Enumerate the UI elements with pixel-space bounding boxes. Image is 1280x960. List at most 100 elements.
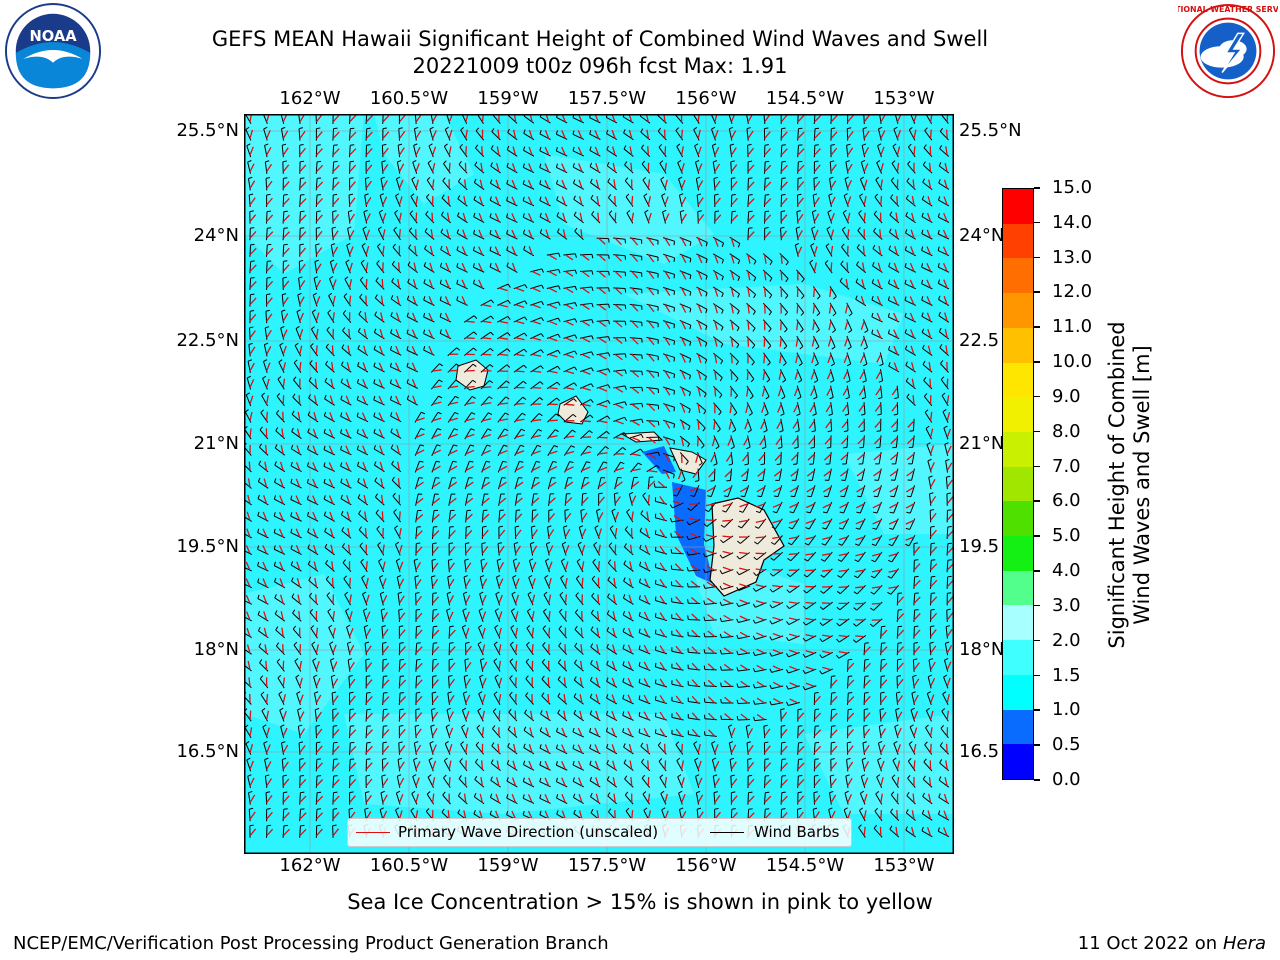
wind-barb bbox=[796, 211, 799, 224]
wave-direction-arrow bbox=[598, 337, 607, 344]
wave-direction-arrow bbox=[266, 197, 273, 206]
wave-direction-arrow bbox=[548, 513, 556, 521]
wave-direction-arrow bbox=[722, 566, 732, 571]
wind-barb-flag bbox=[589, 146, 592, 151]
wave-direction-arrow bbox=[631, 195, 634, 206]
wave-direction-arrow bbox=[465, 465, 474, 472]
wave-direction-arrow bbox=[772, 649, 782, 654]
wave-direction-arrow bbox=[664, 213, 670, 222]
wind-barb-flag bbox=[539, 397, 544, 401]
wave-direction-arrow bbox=[627, 727, 633, 737]
wave-direction-arrow bbox=[681, 337, 687, 347]
wind-barb bbox=[696, 253, 708, 260]
wind-barb-flag bbox=[767, 362, 771, 366]
wind-barb-flag bbox=[308, 377, 312, 382]
wave-direction-arrow bbox=[697, 197, 704, 206]
wind-barb-flag bbox=[412, 159, 417, 163]
wind-barb-flag bbox=[395, 541, 400, 545]
wind-barb-flag bbox=[291, 593, 295, 598]
wave-direction-arrow bbox=[398, 595, 405, 604]
wave-direction-arrow bbox=[278, 528, 284, 538]
wind-barb-flag bbox=[580, 508, 585, 511]
wind-barb-flag bbox=[946, 475, 951, 478]
wave-direction-arrow bbox=[697, 337, 702, 347]
wind-barb bbox=[245, 129, 252, 141]
wave-direction-arrow bbox=[896, 678, 904, 687]
wind-barb-flag bbox=[905, 361, 908, 366]
wind-barb-flag bbox=[661, 193, 666, 197]
wave-direction-arrow bbox=[730, 354, 733, 364]
wave-direction-arrow bbox=[888, 536, 898, 541]
wind-barb-flag bbox=[838, 543, 843, 546]
wind-barb-flag bbox=[735, 361, 739, 365]
wind-barb-flag bbox=[398, 608, 403, 611]
wind-barb-flag bbox=[605, 446, 609, 450]
wind-barb-flag bbox=[415, 708, 420, 711]
wave-direction-arrow bbox=[643, 728, 649, 737]
wave-direction-arrow bbox=[431, 146, 437, 156]
wave-direction-arrow bbox=[548, 627, 551, 637]
wind-barb-flag bbox=[397, 160, 402, 163]
wind-barb-flag bbox=[409, 210, 414, 214]
wind-barb-flag bbox=[457, 178, 461, 182]
wind-barb-flag bbox=[489, 364, 494, 368]
wave-direction-arrow bbox=[723, 598, 732, 604]
wave-direction-arrow bbox=[415, 433, 425, 439]
wave-direction-arrow bbox=[813, 229, 819, 239]
wave-direction-arrow bbox=[793, 387, 799, 397]
wave-direction-arrow bbox=[888, 569, 898, 573]
wind-barb-flag bbox=[472, 363, 477, 367]
wind-barb bbox=[659, 162, 667, 174]
wave-direction-arrow bbox=[772, 584, 782, 588]
wind-barb bbox=[858, 213, 866, 224]
wind-barb bbox=[523, 132, 535, 141]
wave-direction-arrow bbox=[805, 601, 815, 605]
wave-direction-arrow bbox=[647, 420, 656, 428]
wave-direction-arrow bbox=[249, 710, 252, 720]
wind-barb-flag bbox=[539, 180, 542, 185]
wind-barb-flag bbox=[347, 226, 352, 229]
wind-barb-flag bbox=[638, 728, 641, 733]
wind-barb-flag bbox=[257, 528, 260, 533]
wave-direction-arrow bbox=[708, 729, 716, 737]
wind-barb-flag bbox=[406, 295, 410, 300]
wind-barb-flag bbox=[507, 725, 511, 730]
wind-barb-flag bbox=[293, 359, 298, 364]
wave-direction-arrow bbox=[398, 728, 406, 737]
wave-direction-arrow bbox=[946, 628, 953, 637]
wind-barb-flag bbox=[392, 492, 396, 497]
wave-direction-arrow bbox=[929, 727, 933, 737]
wind-barb bbox=[464, 379, 474, 390]
wave-direction-arrow bbox=[909, 296, 915, 305]
wave-direction-arrow bbox=[349, 745, 357, 754]
wind-barb bbox=[347, 659, 351, 672]
wind-barb bbox=[340, 498, 352, 506]
wind-barb-flag bbox=[688, 392, 691, 397]
wave-direction-arrow bbox=[763, 271, 767, 281]
wave-direction-arrow bbox=[913, 694, 919, 704]
wind-barb bbox=[425, 214, 435, 224]
wave-direction-arrow bbox=[791, 436, 799, 445]
wind-barb bbox=[464, 659, 467, 672]
wind-barb bbox=[245, 743, 252, 755]
wind-barb bbox=[556, 748, 568, 755]
wave-direction-arrow bbox=[747, 304, 750, 314]
wave-direction-arrow bbox=[926, 212, 932, 222]
wind-barb bbox=[244, 516, 252, 522]
wind-barb bbox=[563, 429, 573, 440]
wind-barb-flag bbox=[523, 245, 526, 250]
wave-direction-arrow bbox=[863, 130, 870, 139]
wave-direction-arrow bbox=[664, 179, 668, 189]
wave-direction-arrow bbox=[332, 312, 335, 322]
wave-direction-arrow bbox=[531, 644, 534, 654]
wave-direction-arrow bbox=[596, 610, 600, 621]
wave-direction-arrow bbox=[647, 494, 650, 504]
wind-barb-flag bbox=[736, 602, 739, 607]
wind-barb-flag bbox=[848, 313, 853, 317]
wave-direction-arrow bbox=[447, 195, 450, 206]
wind-barb bbox=[762, 335, 772, 346]
wave-direction-arrow bbox=[910, 229, 915, 239]
wind-barb bbox=[921, 332, 933, 340]
wind-barb-flag bbox=[572, 413, 577, 418]
wind-barb-flag bbox=[914, 625, 919, 628]
